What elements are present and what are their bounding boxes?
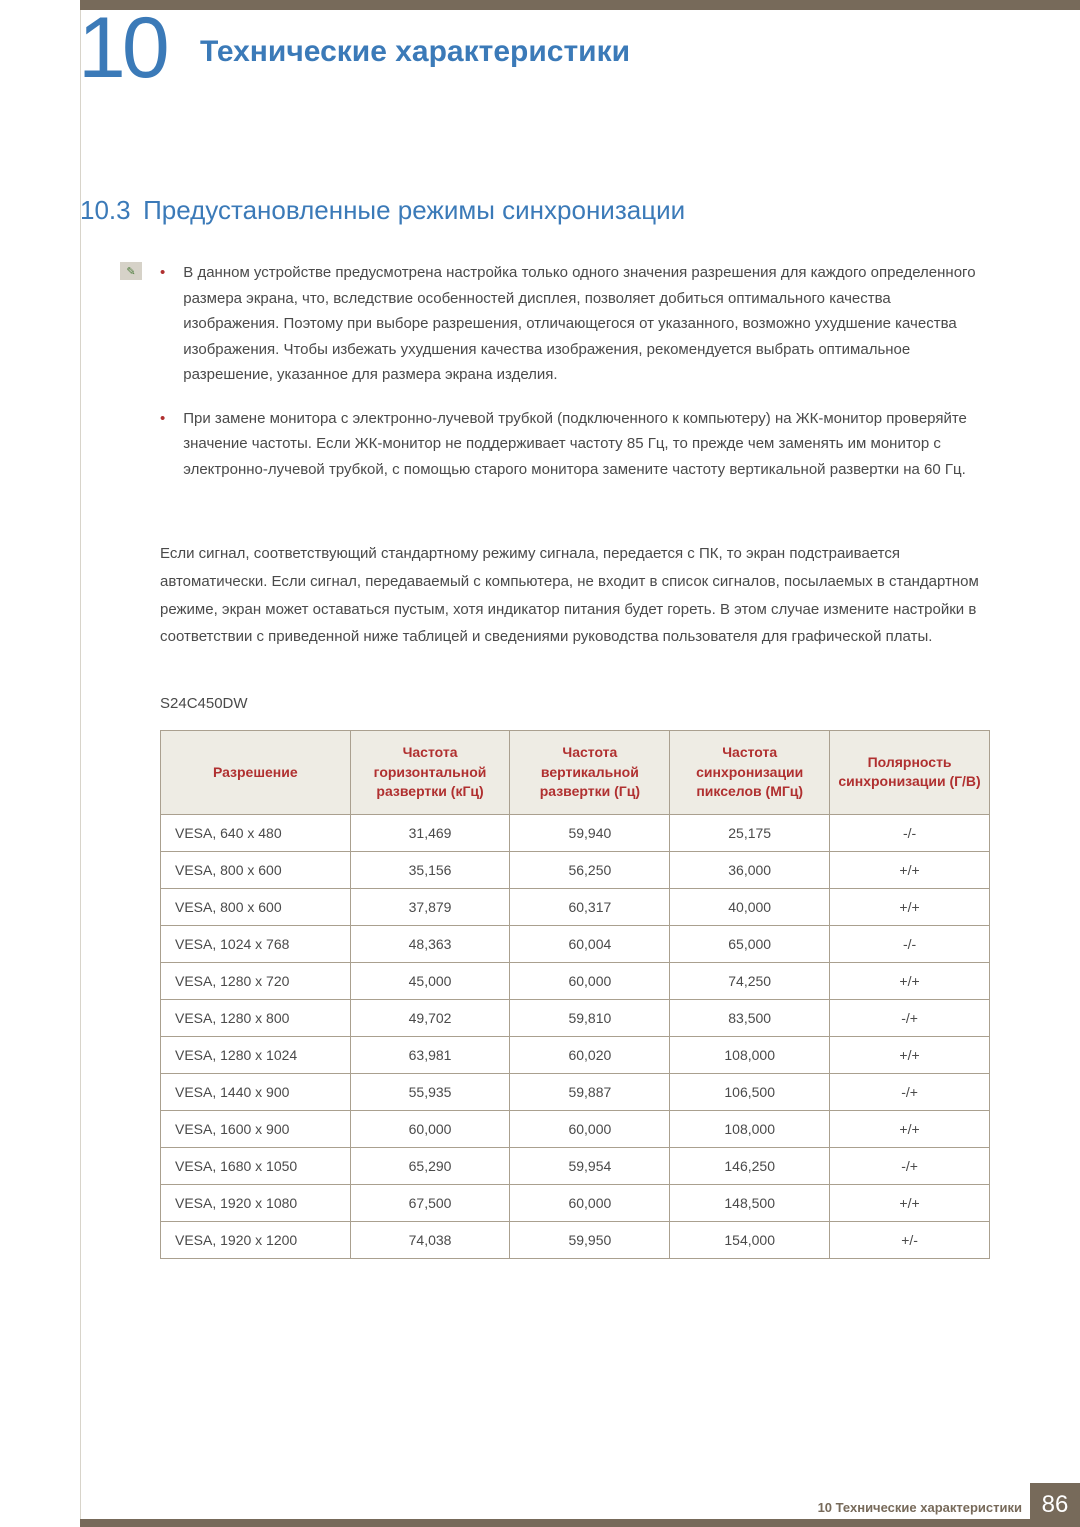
footer-bar — [80, 1519, 1080, 1527]
table-cell: -/- — [830, 925, 990, 962]
section-number: 10.3 — [80, 195, 131, 225]
note-icon: ✎ — [120, 262, 142, 280]
top-bar — [80, 0, 1080, 10]
chapter-title: Технические характеристики — [200, 35, 630, 69]
table-cell: 25,175 — [670, 814, 830, 851]
table-cell: 56,250 — [510, 851, 670, 888]
note-block: ✎ • В данном устройстве предусмотрена на… — [160, 260, 990, 500]
table-cell: 36,000 — [670, 851, 830, 888]
table-cell: +/+ — [830, 888, 990, 925]
table-cell: 59,954 — [510, 1147, 670, 1184]
table-cell: 45,000 — [350, 962, 510, 999]
table-cell: 154,000 — [670, 1221, 830, 1258]
table-cell: 146,250 — [670, 1147, 830, 1184]
table-cell: 59,887 — [510, 1073, 670, 1110]
table-cell: 65,000 — [670, 925, 830, 962]
table-cell: VESA, 1440 x 900 — [161, 1073, 351, 1110]
table-row: VESA, 1920 x 108067,50060,000148,500+/+ — [161, 1184, 990, 1221]
table-cell: 60,000 — [510, 1184, 670, 1221]
table-cell: 60,020 — [510, 1036, 670, 1073]
table-cell: 60,000 — [510, 1110, 670, 1147]
table-cell: +/+ — [830, 1110, 990, 1147]
table-cell: 63,981 — [350, 1036, 510, 1073]
table-cell: VESA, 1024 x 768 — [161, 925, 351, 962]
table-row: VESA, 800 x 60037,87960,31740,000+/+ — [161, 888, 990, 925]
table-cell: VESA, 1920 x 1200 — [161, 1221, 351, 1258]
col-pixelclock: Частота синхронизации пикселов (МГц) — [670, 731, 830, 815]
table-cell: VESA, 800 x 600 — [161, 851, 351, 888]
col-resolution: Разрешение — [161, 731, 351, 815]
table-cell: +/- — [830, 1221, 990, 1258]
table-cell: 48,363 — [350, 925, 510, 962]
left-rule — [80, 10, 81, 1519]
table-cell: VESA, 1280 x 720 — [161, 962, 351, 999]
table-cell: 60,000 — [350, 1110, 510, 1147]
table-header-row: Разрешение Частота горизонтальной развер… — [161, 731, 990, 815]
table-cell: 60,000 — [510, 962, 670, 999]
table-cell: VESA, 1280 x 800 — [161, 999, 351, 1036]
table-cell: 49,702 — [350, 999, 510, 1036]
table-cell: 74,038 — [350, 1221, 510, 1258]
table-cell: 35,156 — [350, 851, 510, 888]
note-text-2: При замене монитора с электронно-лучевой… — [183, 406, 990, 483]
table-cell: 67,500 — [350, 1184, 510, 1221]
table-row: VESA, 1280 x 102463,98160,020108,000+/+ — [161, 1036, 990, 1073]
table-cell: VESA, 1600 x 900 — [161, 1110, 351, 1147]
table-row: VESA, 1440 x 90055,93559,887106,500-/+ — [161, 1073, 990, 1110]
spec-table: Разрешение Частота горизонтальной развер… — [160, 730, 990, 1259]
table-cell: +/+ — [830, 1036, 990, 1073]
body-paragraph: Если сигнал, соответствующий стандартном… — [160, 540, 990, 651]
table-row: VESA, 1920 x 120074,03859,950154,000+/- — [161, 1221, 990, 1258]
col-polarity: Полярность синхронизации (Г/В) — [830, 731, 990, 815]
table-cell: 59,810 — [510, 999, 670, 1036]
table-cell: 108,000 — [670, 1110, 830, 1147]
table-row: VESA, 1024 x 76848,36360,00465,000-/- — [161, 925, 990, 962]
note-text-1: В данном устройстве предусмотрена настро… — [183, 260, 990, 388]
table-cell: +/+ — [830, 1184, 990, 1221]
table-cell: 59,950 — [510, 1221, 670, 1258]
chapter-number: 10 — [78, 5, 166, 91]
table-cell: 37,879 — [350, 888, 510, 925]
table-cell: 60,317 — [510, 888, 670, 925]
table-cell: 65,290 — [350, 1147, 510, 1184]
table-cell: VESA, 640 x 480 — [161, 814, 351, 851]
table-cell: -/+ — [830, 999, 990, 1036]
table-cell: +/+ — [830, 962, 990, 999]
table-cell: 148,500 — [670, 1184, 830, 1221]
table-cell: VESA, 1920 x 1080 — [161, 1184, 351, 1221]
table-row: VESA, 1680 x 105065,29059,954146,250-/+ — [161, 1147, 990, 1184]
table-body: VESA, 640 x 48031,46959,94025,175-/-VESA… — [161, 814, 990, 1258]
table-cell: -/+ — [830, 1147, 990, 1184]
table-row: VESA, 1280 x 80049,70259,81083,500-/+ — [161, 999, 990, 1036]
table-cell: 31,469 — [350, 814, 510, 851]
table-cell: 59,940 — [510, 814, 670, 851]
table-cell: 60,004 — [510, 925, 670, 962]
table-cell: 83,500 — [670, 999, 830, 1036]
table-cell: 40,000 — [670, 888, 830, 925]
bullet-icon: • — [160, 406, 165, 483]
table-cell: +/+ — [830, 851, 990, 888]
section-heading: 10.3 Предустановленные режимы синхрониза… — [80, 195, 685, 226]
footer-text: 10 Технические характеристики — [818, 1500, 1022, 1515]
table-row: VESA, 1600 x 90060,00060,000108,000+/+ — [161, 1110, 990, 1147]
table-cell: 74,250 — [670, 962, 830, 999]
bullet-icon: • — [160, 260, 165, 388]
table-row: VESA, 1280 x 72045,00060,00074,250+/+ — [161, 962, 990, 999]
note-bullet-1: • В данном устройстве предусмотрена наст… — [160, 260, 990, 388]
col-vfreq: Частота вертикальной развертки (Гц) — [510, 731, 670, 815]
model-label: S24C450DW — [160, 695, 248, 712]
note-bullet-2: • При замене монитора с электронно-лучев… — [160, 406, 990, 483]
section-title: Предустановленные режимы синхронизации — [143, 195, 685, 225]
table-cell: VESA, 800 x 600 — [161, 888, 351, 925]
table-cell: VESA, 1280 x 1024 — [161, 1036, 351, 1073]
table-cell: -/+ — [830, 1073, 990, 1110]
table-cell: 55,935 — [350, 1073, 510, 1110]
table-row: VESA, 640 x 48031,46959,94025,175-/- — [161, 814, 990, 851]
table-cell: 106,500 — [670, 1073, 830, 1110]
table-cell: -/- — [830, 814, 990, 851]
table-cell: VESA, 1680 x 1050 — [161, 1147, 351, 1184]
col-hfreq: Частота горизонтальной развертки (кГц) — [350, 731, 510, 815]
table-row: VESA, 800 x 60035,15656,25036,000+/+ — [161, 851, 990, 888]
table-cell: 108,000 — [670, 1036, 830, 1073]
